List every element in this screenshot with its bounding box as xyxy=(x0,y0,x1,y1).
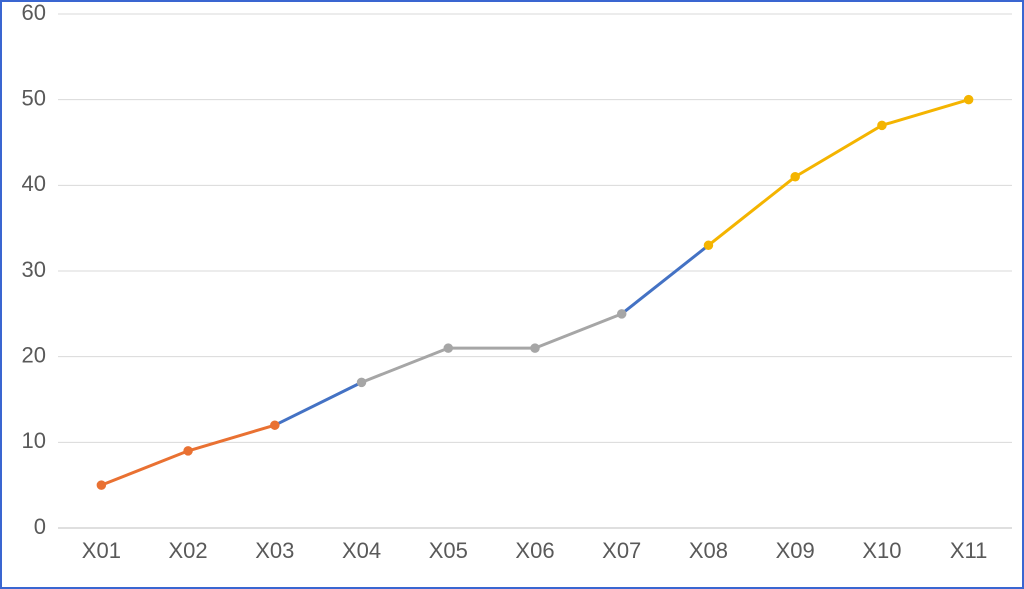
x-tick-label: X07 xyxy=(602,538,641,563)
data-point-marker xyxy=(965,96,973,104)
line-chart: 0 10 20 30 40 50 60 X01 X02 X03 X04 X05 X06 X07 X08 X09… xyxy=(0,0,1024,589)
data-point-marker xyxy=(531,344,539,352)
data-point-marker xyxy=(358,378,366,386)
x-tick-label: X01 xyxy=(82,538,121,563)
x-tick-label: X04 xyxy=(342,538,381,563)
chart-container: 0 10 20 30 40 50 60 X01 X02 X03 X04 X05 X06 X07 X08 X09… xyxy=(0,0,1024,589)
x-tick-label: X06 xyxy=(515,538,554,563)
x-tick-label: X09 xyxy=(776,538,815,563)
x-tick-label: X05 xyxy=(429,538,468,563)
data-point-marker xyxy=(444,344,452,352)
data-point-marker xyxy=(618,310,626,318)
y-tick-label: 50 xyxy=(22,85,46,110)
y-tick-label: 20 xyxy=(22,342,46,367)
y-tick-label: 0 xyxy=(34,514,46,539)
x-tick-label: X02 xyxy=(169,538,208,563)
data-point-marker xyxy=(271,421,279,429)
data-point-marker xyxy=(704,241,712,249)
x-tick-label: X11 xyxy=(950,538,988,563)
x-tick-label: X08 xyxy=(689,538,728,563)
data-point-marker xyxy=(791,173,799,181)
y-tick-label: 60 xyxy=(22,0,46,25)
data-point-marker xyxy=(878,121,886,129)
x-tick-label: X03 xyxy=(255,538,294,563)
data-point-marker xyxy=(97,481,105,489)
y-tick-label: 30 xyxy=(22,257,46,282)
y-tick-label: 40 xyxy=(22,171,46,196)
x-tick-label: X10 xyxy=(862,538,901,563)
y-tick-label: 10 xyxy=(22,428,46,453)
data-point-marker xyxy=(184,447,192,455)
